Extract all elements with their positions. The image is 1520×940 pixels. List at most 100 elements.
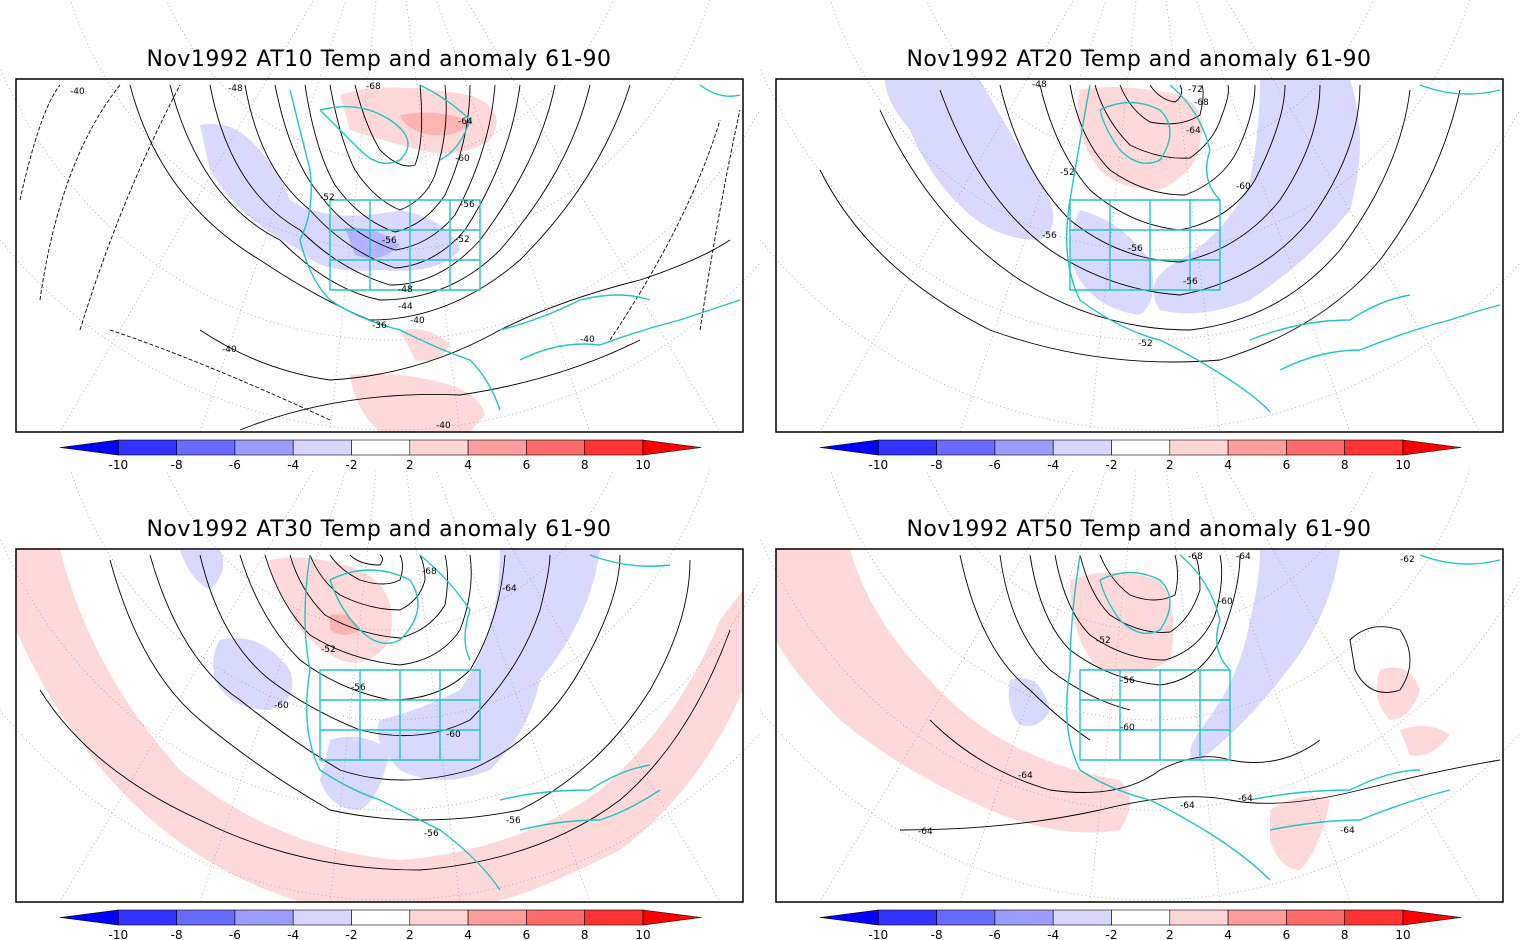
colorbar: -10 -8 -6 -4 -2 2 4 6 8 10 bbox=[59, 439, 702, 470]
panel-title: Nov1992 AT30 Temp and anomaly 61-90 bbox=[146, 517, 611, 542]
contour-label: -64 bbox=[1186, 126, 1201, 136]
panel-title: Nov1992 AT10 Temp and anomaly 61-90 bbox=[146, 47, 611, 72]
warm-anomaly bbox=[350, 373, 485, 432]
colorbar-tick-label: 10 bbox=[635, 928, 650, 940]
colorbar-tick-label: 2 bbox=[406, 458, 414, 470]
colorbar-swatch bbox=[1286, 909, 1346, 926]
colorbar-arrow-left bbox=[819, 439, 879, 456]
colorbar-tick-label: -2 bbox=[1106, 928, 1118, 940]
contour-labels: -48 -72 -68 -64 -52 -60 -56 -56 -56 -52 bbox=[1032, 80, 1251, 349]
cold-anomaly bbox=[180, 550, 224, 590]
colorbar-swatch bbox=[351, 909, 411, 926]
colorbar-tick-label: 10 bbox=[1395, 458, 1410, 470]
warm-anomaly bbox=[1070, 572, 1174, 674]
warm-anomaly bbox=[776, 549, 1130, 833]
colorbar-tick-label: -10 bbox=[868, 458, 888, 470]
warm-anomaly bbox=[1400, 726, 1450, 756]
coastlines bbox=[1065, 554, 1501, 881]
colorbar-swatch bbox=[1052, 439, 1112, 456]
warm-anomaly bbox=[400, 329, 450, 361]
panel-at50: Nov1992 AT50 Temp and anomaly 61-90 bbox=[760, 470, 1520, 940]
colorbar: -10 -8 -6 -4 -2 2 4 6 8 10 bbox=[819, 439, 1462, 470]
colorbar-tick-label: 8 bbox=[581, 458, 589, 470]
colorbar-tick-label: 10 bbox=[1395, 928, 1410, 940]
map-area: -48 -72 -68 -64 -52 -60 -56 -56 -56 -52 bbox=[760, 0, 1520, 433]
colorbar-tick-label: -10 bbox=[108, 458, 128, 470]
colorbar-swatch bbox=[994, 439, 1054, 456]
contour-label: -64 bbox=[1340, 826, 1355, 836]
colorbar-tick-label: 4 bbox=[464, 928, 472, 940]
cold-anomaly bbox=[1190, 550, 1340, 760]
panel-at10: Nov1992 AT10 Temp and anomaly 61-90 bbox=[0, 0, 760, 470]
coastlines bbox=[304, 554, 671, 891]
contour-label: -52 bbox=[320, 193, 335, 203]
contour-label: -48 bbox=[398, 285, 413, 295]
contour-label: -52 bbox=[1096, 636, 1111, 646]
map-frame bbox=[15, 78, 744, 433]
contour-label: -56 bbox=[351, 683, 366, 693]
colorbar-swatch bbox=[584, 439, 644, 456]
colorbar-tick-label: 10 bbox=[635, 458, 650, 470]
colorbar-arrow-right bbox=[642, 439, 702, 456]
cold-anomaly bbox=[1070, 210, 1154, 315]
contour-label: -68 bbox=[1194, 98, 1209, 108]
colorbar-swatch bbox=[1227, 909, 1287, 926]
colorbar-tick-label: 8 bbox=[581, 928, 589, 940]
contour-label: -68 bbox=[1188, 552, 1203, 562]
map-area: -68 -64 -52 -56 -60 -60 -56 -56 bbox=[0, 470, 760, 903]
contour-label: -60 bbox=[274, 701, 289, 711]
cold-anomaly bbox=[377, 550, 600, 780]
colorbar-swatch bbox=[467, 439, 527, 456]
cold-anomaly bbox=[213, 638, 293, 710]
contour-label: -64 bbox=[458, 117, 473, 127]
contour-label: -60 bbox=[1120, 723, 1135, 733]
colorbar-swatch bbox=[936, 909, 996, 926]
colorbar-tick-label: 6 bbox=[523, 928, 531, 940]
colorbar-swatch bbox=[936, 439, 996, 456]
colorbar-swatch bbox=[1227, 439, 1287, 456]
colorbar: -10 -8 -6 -4 -2 2 4 6 8 10 bbox=[59, 909, 702, 940]
contour-label: -56 bbox=[1183, 277, 1198, 287]
colorbar-arrow-right bbox=[1402, 909, 1462, 926]
cold-anomaly bbox=[1008, 678, 1050, 726]
colorbar-swatch bbox=[1344, 439, 1404, 456]
colorbar: -10 -8 -6 -4 -2 2 4 6 8 10 bbox=[819, 909, 1462, 940]
colorbar-tick-label: -4 bbox=[287, 458, 299, 470]
contour-label: -60 bbox=[1218, 597, 1233, 607]
colorbar-swatch bbox=[351, 439, 411, 456]
panel-at30: Nov1992 AT30 Temp and anomaly 61-90 bbox=[0, 470, 760, 940]
colorbar-tick-label: 4 bbox=[1224, 928, 1232, 940]
colorbar-swatch bbox=[1344, 909, 1404, 926]
colorbar-tick-label: 6 bbox=[523, 458, 531, 470]
warm-anomaly bbox=[1270, 796, 1330, 870]
temperature-contours bbox=[819, 84, 1461, 363]
colorbar-swatch bbox=[1286, 439, 1346, 456]
warm-anomaly bbox=[1077, 86, 1203, 190]
colorbar-swatch bbox=[176, 439, 236, 456]
colorbar-swatch bbox=[234, 439, 294, 456]
contour-label: -56 bbox=[382, 236, 397, 246]
colorbar-swatch bbox=[467, 909, 527, 926]
map-frame bbox=[775, 548, 1504, 903]
map-frame bbox=[15, 548, 744, 903]
contour-label: -52 bbox=[455, 235, 470, 245]
contour-label: -56 bbox=[1120, 676, 1135, 686]
colorbar-tick-label: 4 bbox=[464, 458, 472, 470]
contour-label: -64 bbox=[918, 827, 933, 837]
contour-labels: -68 -64 -62 -60 -52 -56 -60 -64 -64 -64 … bbox=[918, 552, 1415, 837]
colorbar-tick-label: -8 bbox=[171, 928, 183, 940]
colorbar-swatch bbox=[292, 439, 352, 456]
contour-label: -64 bbox=[1238, 794, 1253, 804]
contour-label: -52 bbox=[1060, 168, 1075, 178]
contour-label: -72 bbox=[1188, 85, 1203, 95]
colorbar-tick-label: -6 bbox=[989, 928, 1001, 940]
colorbar-tick-label: -2 bbox=[346, 458, 358, 470]
colorbar-tick-label: -6 bbox=[229, 458, 241, 470]
contour-label: -40 bbox=[580, 335, 595, 345]
colorbar-tick-label: -4 bbox=[1047, 928, 1059, 940]
contour-label: -48 bbox=[1032, 80, 1047, 90]
colorbar-swatch bbox=[878, 439, 937, 456]
contour-labels: -40 -48 -68 -64 -60 -52 -56 -52 -56 -48 … bbox=[70, 82, 595, 431]
colorbar-swatch bbox=[584, 909, 644, 926]
contour-label: -68 bbox=[366, 82, 381, 92]
